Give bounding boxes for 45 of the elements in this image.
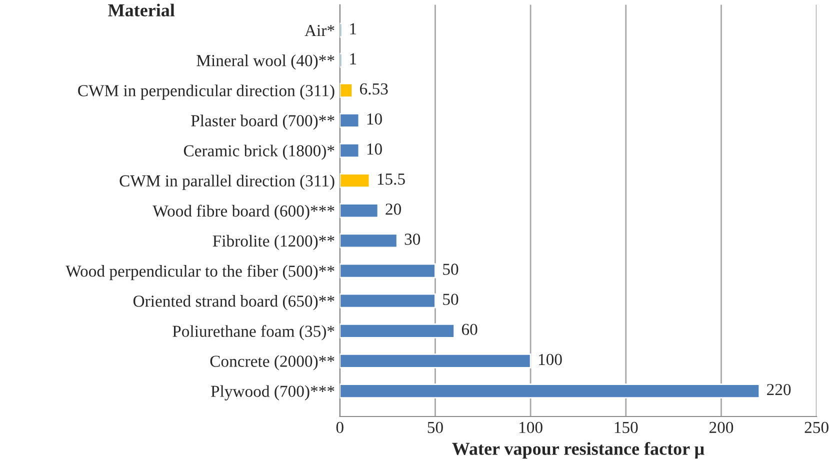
bar xyxy=(340,112,360,128)
x-tick-label: 150 xyxy=(614,422,638,434)
y-tick-label: Wood fibre board (600)*** xyxy=(152,204,334,220)
bar xyxy=(340,384,760,398)
y-tick-label: CWM in perpendicular direction (311) xyxy=(78,84,334,100)
y-axis-title: Material xyxy=(108,4,175,16)
y-tick-label: Poliurethane foam (35)* xyxy=(172,325,334,340)
y-tick-label: Plaster board (700)** xyxy=(191,114,334,130)
data-label: 1 xyxy=(350,23,356,34)
x-tick-label: 200 xyxy=(709,422,734,434)
data-label: 10 xyxy=(367,113,382,125)
y-tick-label: Plywood (700)*** xyxy=(210,385,334,400)
y-tick-label: Oriented strand board (650)** xyxy=(133,295,334,310)
data-label: 6.53 xyxy=(360,83,388,95)
x-axis-title: Water vapour resistance factor μ xyxy=(452,442,704,459)
y-tick-label: Fibrolite (1200)** xyxy=(212,234,334,250)
y-tick-label: CWM in parallel direction (311) xyxy=(120,174,334,190)
data-label: 30 xyxy=(404,234,420,245)
y-tick-label: Mineral wool (40)** xyxy=(196,54,334,70)
bar xyxy=(340,173,370,188)
x-tick-label: 100 xyxy=(520,422,542,434)
y-tick-label: Air* xyxy=(304,24,334,36)
data-label: 220 xyxy=(767,384,791,396)
data-label: 100 xyxy=(538,354,562,366)
bar xyxy=(340,203,379,218)
y-tick-label: Concrete (2000)** xyxy=(210,355,334,370)
x-tick-label: 0 xyxy=(336,422,344,434)
data-label: 50 xyxy=(443,294,458,305)
bar xyxy=(340,263,436,278)
data-label: 15.5 xyxy=(378,174,405,185)
data-label: 1 xyxy=(350,53,356,64)
bar xyxy=(340,82,354,98)
x-tick-label: 50 xyxy=(428,422,443,434)
y-tick-label: Ceramic brick (1800)* xyxy=(184,144,334,160)
data-label: 60 xyxy=(462,324,478,336)
bar xyxy=(340,353,532,368)
bar xyxy=(340,323,455,338)
data-label: 50 xyxy=(443,264,458,275)
y-tick-label: Wood perpendicular to the fiber (500)** xyxy=(66,264,334,280)
data-label: 20 xyxy=(386,204,401,215)
bar xyxy=(340,143,360,158)
data-label: 10 xyxy=(367,143,382,155)
x-tick-label: 250 xyxy=(804,422,828,434)
bar xyxy=(340,293,436,308)
bar xyxy=(340,233,398,248)
